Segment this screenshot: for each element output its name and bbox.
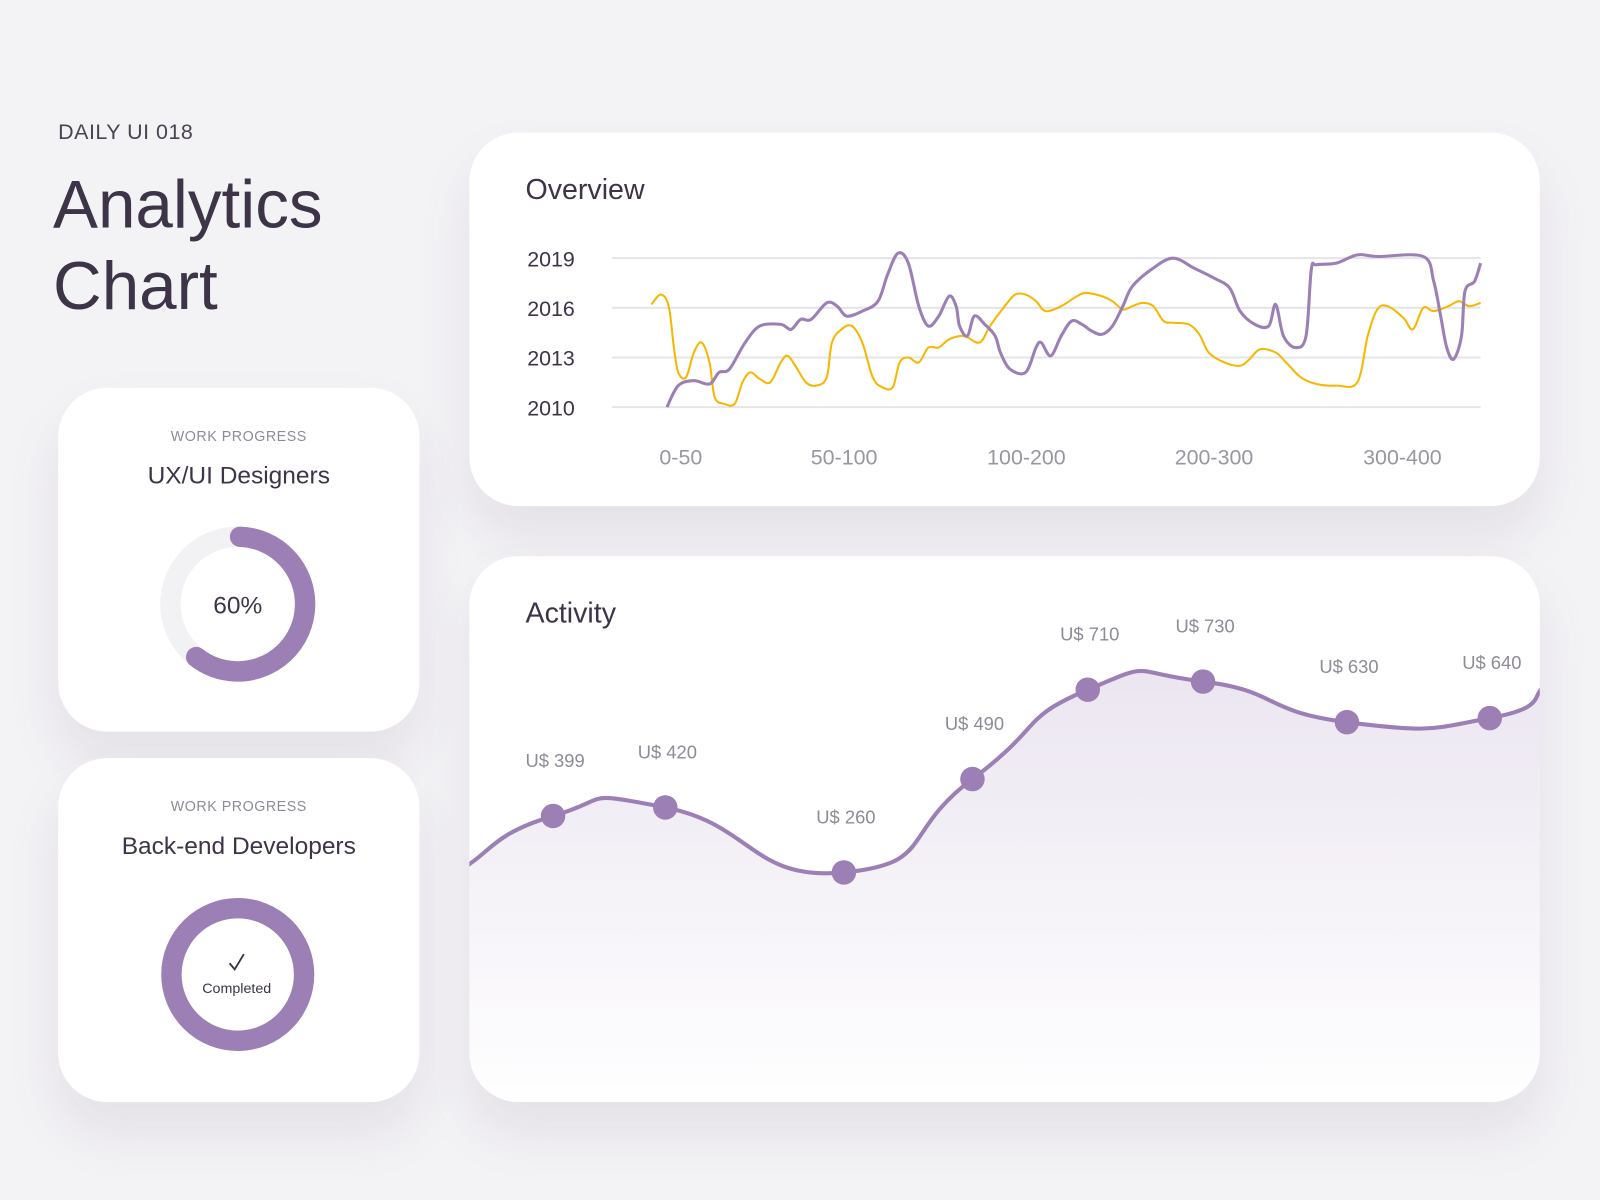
data-label: U$ 420	[638, 741, 697, 762]
y-tick-label: 2016	[527, 297, 575, 321]
data-point	[1334, 709, 1360, 735]
data-label: U$ 399	[525, 750, 584, 771]
data-label: U$ 630	[1319, 656, 1378, 677]
card-title: UX/UI Designers	[147, 462, 330, 490]
card-eyebrow: WORK PROGRESS	[170, 797, 307, 815]
series-line-purple	[665, 251, 1483, 408]
data-point	[540, 803, 566, 829]
progress-donut: 60%	[160, 526, 316, 682]
data-point	[653, 795, 678, 820]
progress-card-backend: WORK PROGRESS Back-end Developers Comple…	[58, 758, 420, 1103]
donut-progress-arc	[161, 897, 315, 1052]
overview-title: Overview	[525, 173, 645, 206]
overview-card: Overview 2019 2016 2013 2010 0-50 50-100 100-2…	[469, 132, 1540, 507]
donut-progress-arc	[160, 526, 316, 682]
series-line-yellow	[650, 291, 1481, 407]
activity-card: Activity U$ 399 U$ 420 U$ 260 U$ 490 U$ 710 U…	[469, 556, 1540, 1103]
x-tick-label: 300-400	[1363, 445, 1442, 469]
data-label: U$ 730	[1175, 616, 1234, 637]
progress-card-ux: WORK PROGRESS UX/UI Designers 60%	[58, 387, 420, 732]
x-tick-label: 50-100	[811, 445, 878, 469]
card-eyebrow: WORK PROGRESS	[170, 427, 307, 444]
data-label: U$ 260	[816, 806, 875, 827]
title-line-1: Analytics	[53, 166, 323, 242]
x-tick-label: 200-300	[1175, 445, 1254, 469]
data-label: U$ 640	[1462, 652, 1521, 673]
donut-percent-label: 60%	[213, 592, 262, 619]
x-tick-label: 0-50	[659, 445, 702, 469]
data-point	[1075, 677, 1100, 702]
data-point	[1190, 669, 1216, 694]
data-label: U$ 710	[1060, 624, 1119, 645]
overview-chart: 2019 2016 2013 2010 0-50 50-100 100-200 200-300…	[527, 247, 1483, 469]
activity-line	[469, 668, 1540, 876]
card-title: Back-end Developers	[121, 832, 356, 861]
data-point	[831, 860, 857, 885]
y-tick-label: 2010	[527, 396, 575, 420]
activity-chart: U$ 399 U$ 420 U$ 260 U$ 490 U$ 710 U$ 730 U$ 6…	[469, 616, 1540, 1103]
x-tick-label: 100-200	[987, 445, 1066, 469]
data-point	[1477, 705, 1503, 731]
y-tick-label: 2019	[527, 247, 575, 271]
activity-area	[469, 671, 1540, 1103]
activity-title: Activity	[525, 596, 617, 629]
y-tick-label: 2013	[527, 347, 575, 371]
data-label: U$ 490	[945, 713, 1004, 734]
eyebrow-label: DAILY UI 018	[58, 120, 194, 144]
check-icon	[228, 953, 245, 971]
title-line-2: Chart	[53, 247, 218, 324]
data-point	[960, 766, 985, 792]
completed-label: Completed	[202, 981, 271, 997]
page-title: Analytics Chart	[53, 163, 322, 326]
completed-donut: Completed	[161, 897, 315, 1052]
